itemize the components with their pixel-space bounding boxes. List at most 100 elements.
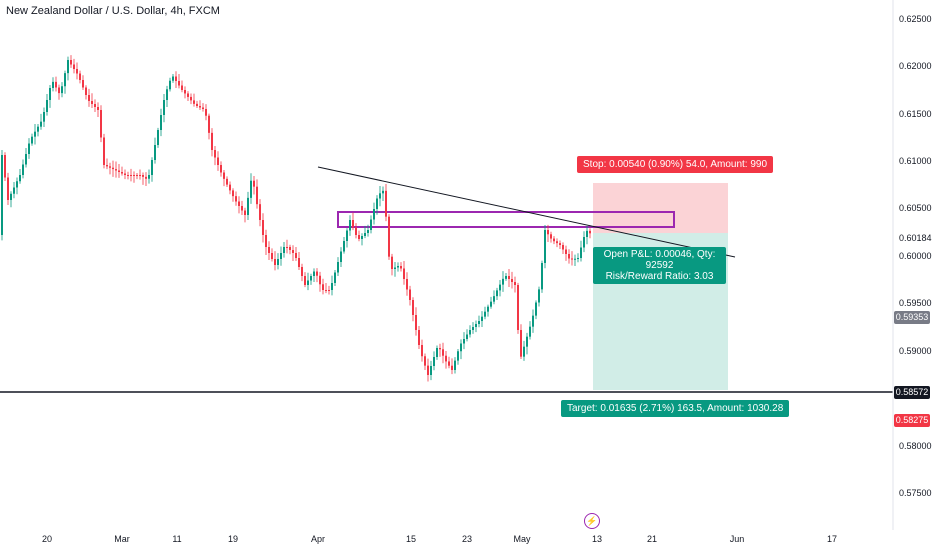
- candle-body: [328, 290, 330, 291]
- candle-body: [94, 104, 96, 107]
- candle-body: [217, 157, 219, 165]
- candle-body: [475, 324, 477, 327]
- y-tick: 0.62500: [899, 14, 932, 24]
- candle-body: [310, 276, 312, 281]
- candle-body: [295, 253, 297, 258]
- y-tick: 0.61000: [899, 156, 932, 166]
- candle-body: [190, 96, 192, 101]
- candle-body: [334, 272, 336, 283]
- candle-body: [409, 289, 411, 300]
- candle-body: [136, 175, 138, 176]
- candle-body: [547, 230, 549, 235]
- candle-body: [418, 330, 420, 345]
- candle-body: [385, 190, 387, 217]
- candle-body: [553, 238, 555, 242]
- candle-body: [451, 365, 453, 370]
- candle-body: [223, 172, 225, 179]
- candle-body: [544, 230, 546, 263]
- candle-body: [298, 258, 300, 267]
- candle-body: [79, 73, 81, 80]
- candle-body: [34, 131, 36, 137]
- candlesticks: [1, 55, 591, 382]
- candle-body: [562, 245, 564, 250]
- lightning-icon[interactable]: ⚡: [584, 513, 600, 529]
- candle-body: [526, 336, 528, 347]
- candle-body: [496, 290, 498, 297]
- candle-body: [259, 204, 261, 220]
- candle-body: [523, 346, 525, 357]
- candle-body: [337, 262, 339, 273]
- candle-body: [160, 115, 162, 130]
- candle-body: [142, 175, 144, 177]
- candle-body: [196, 103, 198, 106]
- target-label: Target: 0.01635 (2.71%) 163.5, Amount: 1…: [561, 400, 790, 417]
- candle-body: [484, 311, 486, 317]
- candle-body: [37, 126, 39, 132]
- target-price-tag: 0.58275: [894, 414, 930, 427]
- candle-body: [175, 76, 177, 81]
- stop-zone[interactable]: [593, 183, 728, 233]
- candle-body: [40, 121, 42, 127]
- candle-body: [415, 315, 417, 330]
- x-tick: May: [513, 534, 531, 544]
- candle-body: [130, 175, 132, 176]
- candle-body: [490, 301, 492, 307]
- candle-body: [502, 278, 504, 285]
- trend-line[interactable]: [317, 166, 736, 258]
- candle-body: [424, 356, 426, 366]
- candle-body: [52, 81, 54, 88]
- candle-body: [208, 115, 210, 133]
- candle-body: [268, 247, 270, 253]
- candle-body: [88, 95, 90, 101]
- current-price-tag: 0.59353: [894, 311, 930, 324]
- candle-body: [22, 164, 24, 175]
- candle-body: [283, 247, 285, 253]
- candle-body: [487, 306, 489, 312]
- candle-body: [103, 137, 105, 165]
- candle-body: [112, 167, 114, 170]
- candle-body: [256, 186, 258, 205]
- candle-body: [589, 230, 591, 234]
- candle-body: [139, 175, 141, 176]
- x-tick: Apr: [310, 534, 326, 544]
- candle-body: [520, 330, 522, 357]
- candle-body: [457, 351, 459, 361]
- candle-body: [430, 366, 432, 375]
- candle-body: [64, 73, 66, 87]
- candle-body: [358, 235, 360, 239]
- candle-body: [376, 198, 378, 209]
- y-tick: 0.58000: [899, 441, 932, 451]
- candle-body: [307, 280, 309, 285]
- candle-body: [70, 60, 72, 65]
- candle-body: [571, 258, 573, 260]
- candle-body: [433, 357, 435, 366]
- candle-body: [193, 100, 195, 104]
- candle-body: [61, 86, 63, 94]
- candle-body: [412, 300, 414, 315]
- x-tick: Jun: [729, 534, 745, 544]
- candle-body: [229, 184, 231, 191]
- y-tick: 0.59500: [899, 298, 932, 308]
- risk-reward-line: Risk/Reward Ratio: 3.03: [605, 271, 714, 282]
- candle-body: [124, 173, 126, 175]
- candle-body: [442, 349, 444, 356]
- candle-body: [514, 282, 516, 285]
- pnl-label: Open P&L: 0.00046, Qty: 92592 Risk/Rewar…: [593, 247, 726, 284]
- candle-body: [1, 155, 3, 235]
- candle-body: [577, 258, 579, 259]
- candle-body: [280, 253, 282, 259]
- candle-body: [274, 259, 276, 265]
- candle-body: [247, 197, 249, 215]
- candle-body: [133, 175, 135, 176]
- candle-body: [583, 237, 585, 248]
- candle-body: [352, 220, 354, 228]
- candle-body: [364, 233, 366, 236]
- candle-body: [517, 285, 519, 330]
- resistance-rectangle[interactable]: [337, 211, 675, 228]
- candle-body: [460, 343, 462, 352]
- candle-body: [145, 176, 147, 179]
- candle-body: [49, 88, 51, 100]
- x-tick: 17: [826, 534, 838, 544]
- candle-body: [373, 209, 375, 220]
